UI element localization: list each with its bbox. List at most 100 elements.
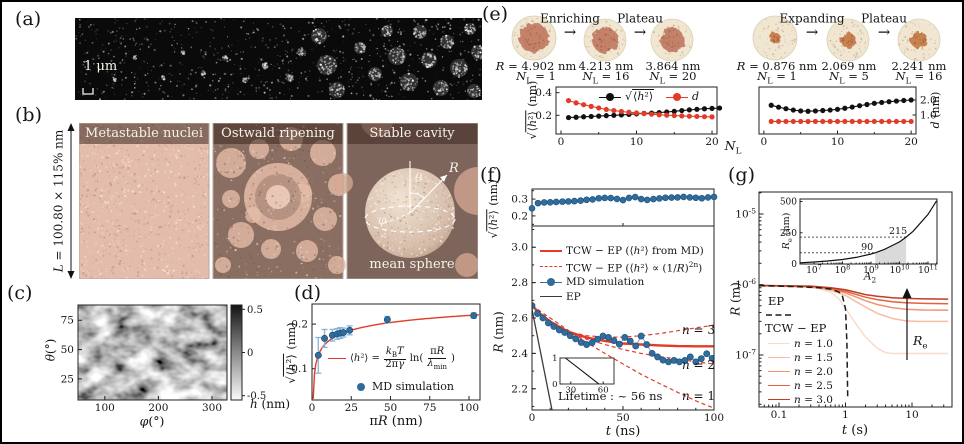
svg-text:50: 50	[616, 412, 629, 424]
g-legend-n5: n = 3.0	[768, 394, 833, 406]
tcw-n3-sample	[768, 367, 790, 377]
series-tcw-n4	[759, 284, 949, 300]
svg-text:3.0: 3.0	[511, 242, 528, 254]
sphere-R-label: R	[449, 161, 459, 176]
svg-text:0.1: 0.1	[771, 409, 788, 421]
series-h2-point	[607, 194, 615, 202]
svg-text:500: 500	[780, 198, 797, 208]
transition-plateau-1: Plateau	[617, 11, 663, 26]
series-sqrt_h2-point	[798, 108, 804, 114]
series-sqrt_h2-point	[901, 97, 907, 104]
svg-text:100: 100	[459, 402, 479, 414]
transition-plateau-2: Plateau	[861, 11, 907, 26]
series-md-point	[594, 335, 601, 343]
f-legend-2: TCW − EP (⟨h²⟩ ∝ (1/R)2n)	[540, 260, 702, 275]
d-md-legend: MD simulation	[354, 380, 454, 393]
series-sqrt_h2-point	[790, 107, 796, 113]
svg-text:215: 215	[889, 226, 907, 237]
series-md-point	[572, 335, 580, 343]
svg-text:90: 90	[861, 242, 873, 253]
cavity-caption: 3.864 nm	[645, 58, 701, 73]
f-legend-1-label: TCW − EP (⟨h²⟩ from MD)	[566, 245, 704, 257]
svg-text:300: 300	[202, 402, 222, 414]
series-md-point	[561, 329, 569, 336]
series-sqrt_h2-point	[864, 101, 870, 108]
series-d-point	[879, 118, 885, 125]
svg-text:25: 25	[345, 402, 358, 414]
series-d-point	[588, 103, 594, 109]
g-legend-n3: n = 2.0	[768, 366, 833, 378]
e1-legend-d-label: d	[692, 90, 700, 103]
cavity-caption: NL = 20	[649, 69, 697, 86]
stage-title-2: Ostwald ripening	[221, 126, 335, 142]
series-sqrt_h2-point	[596, 113, 602, 119]
series-md-point	[588, 339, 596, 347]
panel-e-cavities	[511, 15, 941, 62]
g-legend-n2: n = 1.5	[768, 352, 833, 364]
box-size-label: L = 100.80 × 115% nm	[51, 129, 66, 273]
svg-text:2.6: 2.6	[511, 313, 528, 325]
series-d-point	[671, 112, 677, 119]
cavity-caption: NL = 5	[829, 69, 869, 86]
e1-legend-h: √⟨h²⟩	[599, 89, 655, 103]
panel-label-c: (c)	[7, 282, 33, 304]
f-legend-2-label: TCW − EP (⟨h²⟩ ∝ (1/R)2n)	[566, 260, 703, 275]
series-sqrt_h2-point	[768, 102, 774, 108]
svg-text:10: 10	[831, 136, 844, 148]
series-d-point	[893, 118, 900, 125]
series-d-point	[768, 118, 774, 125]
series-d-point	[798, 118, 804, 125]
e1-legend-h-label: √⟨h²⟩	[625, 89, 655, 103]
panel-label-e: (e)	[482, 3, 509, 25]
g-ylabel: R (m)	[728, 282, 743, 316]
series-h2-point	[692, 194, 700, 202]
series-sqrt_h2-point	[812, 108, 819, 114]
svg-text:0: 0	[791, 260, 797, 270]
g-legend-n1-label: n = 1.0	[794, 338, 833, 350]
series-md-point	[555, 326, 563, 334]
colorbar-label: h (nm)	[250, 397, 291, 411]
tcw-n5-sample	[768, 395, 790, 405]
e1-legend-d: d	[666, 90, 699, 103]
series-md-point	[621, 334, 629, 341]
series-sqrt_h2-point	[886, 99, 892, 105]
svg-text:10: 10	[630, 136, 643, 148]
cavity-caption: 4.213 nm	[578, 58, 634, 73]
series-sqrt_h2-point	[871, 100, 877, 106]
transition-enriching: Enriching	[540, 11, 600, 26]
series-d-point	[686, 113, 692, 119]
cavity-caption: NL = 1	[757, 69, 797, 86]
series-d-point	[694, 113, 700, 120]
svg-text:2.4: 2.4	[511, 348, 528, 360]
series-md-point	[470, 312, 478, 320]
series-d-point	[656, 112, 662, 118]
svg-text:50: 50	[384, 402, 397, 414]
series-md-point	[539, 314, 547, 322]
series-d-point	[603, 106, 609, 113]
series-md-point	[566, 332, 574, 340]
red-dot-line-sample	[666, 92, 688, 102]
series-tcw-n1	[532, 305, 714, 409]
cavity-caption: 2.069 nm	[821, 58, 877, 73]
series-sqrt_h2-point	[679, 107, 685, 114]
series-h2-point	[546, 198, 554, 206]
series-d-point	[820, 118, 826, 125]
series-sqrt_h2-point	[709, 105, 715, 112]
series-md-point	[534, 310, 541, 317]
series-d-point	[842, 118, 848, 125]
series-sqrt_h2-point	[686, 107, 692, 113]
svg-text:2.8: 2.8	[511, 277, 528, 289]
series-md-point	[648, 349, 656, 357]
series-ep	[532, 309, 553, 410]
svg-text:1010​: 1010​	[890, 264, 910, 276]
series-h2-point	[650, 195, 657, 203]
series-d-point	[775, 118, 782, 125]
series-d-point	[849, 118, 855, 125]
re-arrow-label: Re	[913, 333, 928, 352]
f-xlabel: t (ns)	[605, 424, 641, 440]
series-sqrt_h2-point	[581, 114, 587, 120]
g-legend-n1: n = 1.0	[768, 338, 833, 350]
series-d-point	[709, 114, 715, 120]
svg-text:200: 200	[148, 402, 168, 414]
